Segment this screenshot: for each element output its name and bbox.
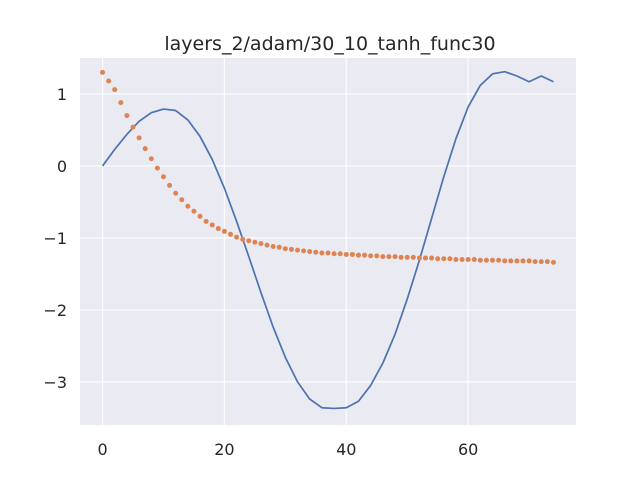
data-point xyxy=(240,236,246,242)
data-point xyxy=(337,251,343,257)
data-point xyxy=(374,253,380,259)
y-tick-label: −2 xyxy=(43,301,67,320)
data-point xyxy=(331,251,337,257)
data-point xyxy=(221,228,227,234)
data-point xyxy=(270,244,276,250)
y-tick-label: −3 xyxy=(43,373,67,392)
data-point xyxy=(544,259,550,265)
data-point xyxy=(343,251,349,257)
data-point xyxy=(514,258,520,264)
data-point xyxy=(276,244,282,250)
data-point xyxy=(386,254,392,260)
data-point xyxy=(295,247,301,253)
data-point xyxy=(447,256,453,262)
data-point xyxy=(264,242,270,248)
data-point xyxy=(118,100,124,106)
data-point xyxy=(100,69,106,75)
data-point xyxy=(422,255,428,261)
data-point xyxy=(160,174,166,180)
data-point xyxy=(416,255,422,261)
data-point xyxy=(508,258,514,264)
data-point xyxy=(526,258,532,264)
data-point xyxy=(410,254,416,260)
data-point xyxy=(349,251,355,257)
data-point xyxy=(282,246,288,252)
data-point xyxy=(185,203,191,209)
data-point xyxy=(209,222,215,228)
data-point xyxy=(392,254,398,260)
data-point xyxy=(550,259,556,265)
data-point xyxy=(136,135,142,141)
tick-labels: 0 20 40 60 1 0 −1 −2 −3 xyxy=(43,85,478,459)
plot-area xyxy=(80,58,576,425)
data-point xyxy=(471,256,477,262)
series-layer xyxy=(100,69,556,410)
x-tick-label: 20 xyxy=(214,440,234,459)
data-point xyxy=(362,252,368,258)
data-point xyxy=(191,208,197,214)
data-point xyxy=(197,213,203,219)
data-point xyxy=(148,156,154,162)
data-point xyxy=(435,256,441,262)
data-point xyxy=(258,241,264,247)
data-point xyxy=(301,248,307,254)
data-point xyxy=(106,78,112,84)
x-tick-label: 0 xyxy=(97,440,107,459)
grid-lines xyxy=(80,58,576,425)
y-tick-label: 1 xyxy=(57,85,67,104)
data-point xyxy=(124,113,130,119)
data-point xyxy=(246,238,252,244)
chart-title: layers_2/adam/30_10_tanh_func30 xyxy=(164,33,495,55)
data-point xyxy=(502,258,508,264)
data-point xyxy=(154,165,160,171)
data-point xyxy=(465,256,471,262)
data-point xyxy=(288,246,294,252)
x-tick-label: 40 xyxy=(336,440,356,459)
series-dots xyxy=(100,69,556,265)
data-point xyxy=(441,256,447,262)
data-point xyxy=(477,257,483,263)
data-point xyxy=(167,182,173,188)
data-point xyxy=(252,239,258,245)
data-point xyxy=(490,257,496,263)
data-point xyxy=(173,190,179,196)
data-point xyxy=(429,255,435,261)
y-tick-label: −1 xyxy=(43,229,67,248)
data-point xyxy=(112,87,118,93)
data-point xyxy=(404,254,410,260)
data-point xyxy=(319,250,325,256)
data-point xyxy=(483,257,489,263)
data-point xyxy=(459,256,465,262)
data-point xyxy=(380,254,386,260)
data-point xyxy=(538,259,544,265)
data-point xyxy=(203,218,209,224)
data-point xyxy=(228,231,234,237)
data-point xyxy=(130,124,136,130)
data-point xyxy=(325,250,331,256)
data-point xyxy=(355,252,361,258)
data-point xyxy=(368,253,374,259)
data-point xyxy=(496,257,502,263)
data-point xyxy=(398,254,404,260)
data-point xyxy=(532,259,538,265)
data-point xyxy=(234,234,240,240)
data-point xyxy=(313,249,319,255)
data-point xyxy=(307,249,313,255)
data-point xyxy=(520,258,526,264)
x-tick-label: 60 xyxy=(458,440,478,459)
y-tick-label: 0 xyxy=(57,157,67,176)
data-point xyxy=(453,256,459,262)
series-line xyxy=(101,70,554,410)
data-point xyxy=(215,226,221,232)
data-point xyxy=(142,146,148,152)
data-point xyxy=(179,197,185,203)
